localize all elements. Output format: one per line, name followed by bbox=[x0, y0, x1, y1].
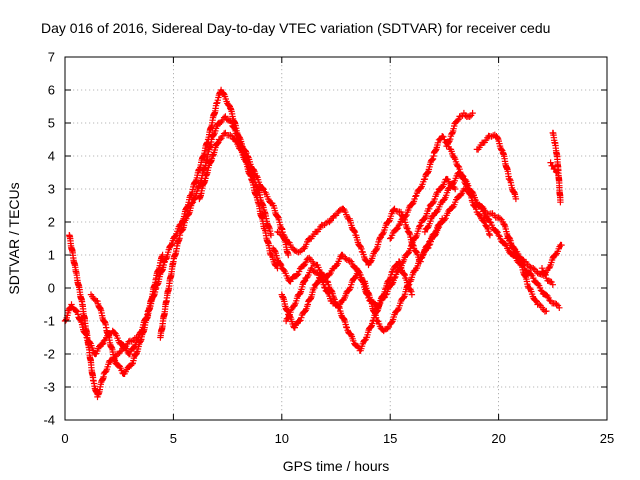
series-marks-track-7 bbox=[274, 205, 424, 269]
x-tick-label: 5 bbox=[170, 431, 177, 446]
series-track-18 bbox=[547, 159, 561, 176]
series-marks-track-8 bbox=[278, 258, 416, 354]
axis-ticks bbox=[64, 56, 608, 421]
series-marks-track-2 bbox=[66, 232, 140, 401]
y-tick-label: -3 bbox=[43, 380, 55, 395]
series-marks-track-5 bbox=[196, 129, 281, 272]
y-tick-label: -1 bbox=[43, 314, 55, 329]
series-track-17 bbox=[549, 129, 564, 206]
series-track-5 bbox=[196, 129, 281, 272]
x-tick-label: 20 bbox=[491, 431, 505, 446]
y-tick-label: -2 bbox=[43, 347, 55, 362]
data-marks bbox=[61, 86, 565, 401]
y-tick-label: 2 bbox=[48, 215, 55, 230]
x-tick-label: 0 bbox=[61, 431, 68, 446]
series-track-16 bbox=[538, 265, 556, 288]
y-tick-label: 5 bbox=[48, 116, 55, 131]
series-track-2 bbox=[66, 232, 140, 401]
y-tick-label: 1 bbox=[48, 248, 55, 263]
series-marks-track-11 bbox=[443, 109, 476, 150]
y-tick-label: 0 bbox=[48, 281, 55, 296]
series-marks-track-3 bbox=[87, 251, 166, 377]
y-tick-label: 6 bbox=[48, 83, 55, 98]
series-track-8 bbox=[278, 258, 416, 354]
series-track-11 bbox=[443, 109, 476, 150]
series-track-7 bbox=[274, 205, 424, 269]
series-track-3 bbox=[87, 251, 166, 377]
series-marks-track-9 bbox=[282, 215, 446, 335]
y-tick-label: 4 bbox=[48, 149, 55, 164]
series-marks-track-14 bbox=[473, 131, 520, 203]
plot-frame bbox=[64, 56, 608, 421]
series-marks-track-18 bbox=[547, 159, 561, 176]
series-track-15 bbox=[504, 235, 565, 278]
x-tick-label: 10 bbox=[275, 431, 289, 446]
y-tick-labels: -4 -3 -2 -1 0 1 2 3 4 5 6 7 bbox=[43, 50, 55, 428]
y-tick-label: 7 bbox=[48, 50, 55, 65]
x-tick-labels: 0 5 10 15 20 25 bbox=[61, 431, 614, 446]
chart-title: Day 016 of 2016, Sidereal Day-to-day VTE… bbox=[41, 20, 550, 36]
x-tick-label: 25 bbox=[600, 431, 614, 446]
x-tick-label: 15 bbox=[383, 431, 397, 446]
series-marks-track-16 bbox=[538, 265, 556, 288]
x-axis-label: GPS time / hours bbox=[283, 458, 390, 474]
y-tick-label: 3 bbox=[48, 182, 55, 197]
y-tick-label: -4 bbox=[43, 413, 55, 428]
y-axis-label: SDTVAR / TECUs bbox=[6, 182, 22, 294]
series-track-9 bbox=[282, 215, 446, 335]
series-marks-track-15 bbox=[504, 235, 565, 278]
grid bbox=[65, 57, 607, 420]
series-marks-track-17 bbox=[549, 129, 564, 206]
series-track-14 bbox=[473, 131, 520, 203]
